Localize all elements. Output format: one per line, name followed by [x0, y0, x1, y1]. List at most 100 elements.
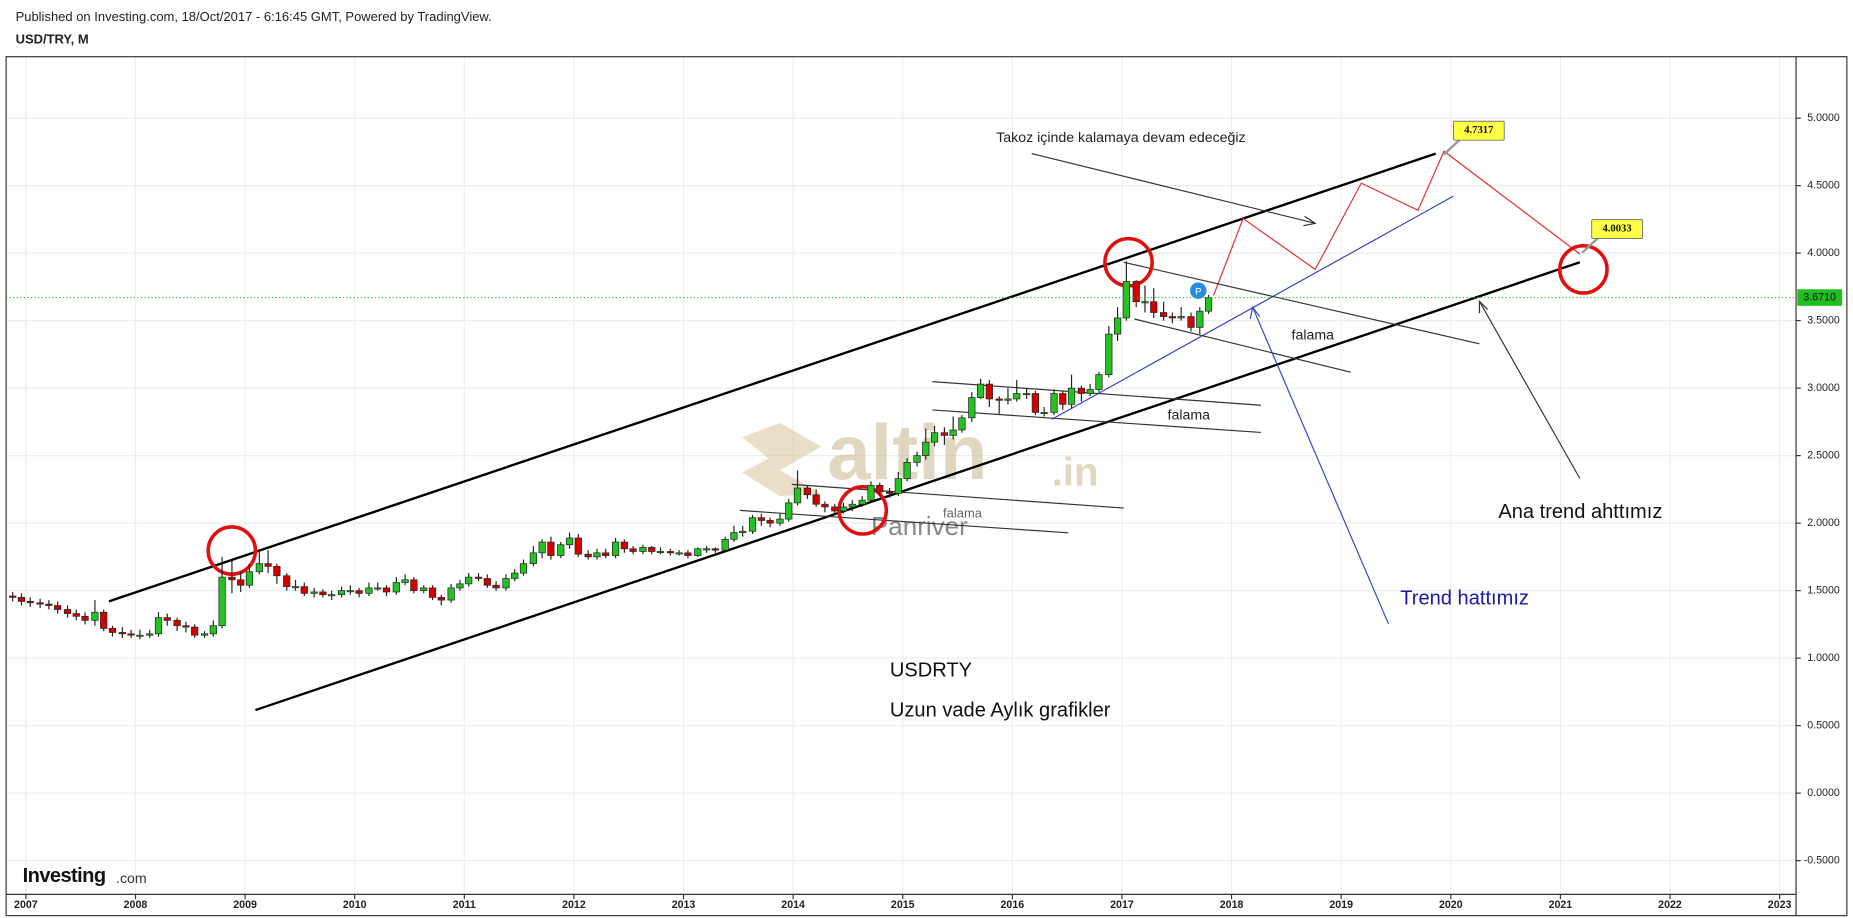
x-tick-label: 2023 — [1768, 899, 1792, 911]
candle-body — [72, 613, 80, 617]
x-tick-label: 2021 — [1549, 899, 1573, 911]
candle-body — [629, 548, 637, 552]
candle-body — [574, 537, 582, 555]
candle-body — [245, 571, 254, 586]
x-tick-label: 2020 — [1439, 899, 1463, 911]
candle-body — [365, 587, 373, 594]
candle-body — [45, 603, 53, 606]
candle-body — [1004, 398, 1012, 401]
candle-body — [1077, 387, 1086, 394]
annotation: falama — [943, 505, 983, 520]
candle-body — [1150, 301, 1158, 313]
candle-body — [100, 611, 108, 629]
published-note: Published on Investing.com, 18/Oct/2017 … — [16, 9, 492, 24]
candle-body — [410, 579, 418, 591]
candle-body — [976, 383, 985, 398]
highlight-circle — [837, 484, 889, 536]
candle-body — [1204, 297, 1213, 312]
lower-channel — [255, 261, 1581, 712]
candle-body — [63, 609, 72, 614]
price-callout-pointer — [1443, 138, 1462, 156]
candles — [9, 261, 1213, 640]
watermark: altin .in — [742, 408, 1099, 497]
wedge-line — [791, 483, 1124, 509]
candle-body — [218, 576, 226, 627]
candle-body — [547, 541, 555, 556]
candle-body — [401, 579, 409, 583]
wedge-line — [1123, 261, 1480, 345]
x-tick-label: 2019 — [1329, 899, 1353, 911]
price-callout-label: 4.7317 — [1464, 125, 1494, 136]
candle-body — [565, 537, 574, 546]
candle-body — [163, 617, 171, 621]
candle-body — [1040, 412, 1048, 414]
candle-body — [492, 584, 500, 589]
candle-body — [200, 633, 209, 636]
candle-body — [730, 532, 738, 540]
x-tick-label: 2008 — [124, 899, 148, 911]
candle-body — [812, 494, 820, 505]
candle-body — [127, 633, 135, 636]
y-tick-label: 0.0000 — [1807, 787, 1840, 799]
price-callout — [1591, 219, 1643, 239]
candle-body — [803, 487, 811, 496]
candle-body — [721, 538, 729, 551]
candle-body — [108, 628, 117, 633]
candle-body — [319, 591, 327, 596]
candle-body — [1113, 317, 1122, 335]
candle-body — [894, 478, 902, 494]
x-tick-label: 2013 — [672, 899, 696, 911]
candle-body — [639, 547, 647, 552]
candle-body — [255, 563, 263, 573]
candle-body — [1160, 312, 1168, 317]
candle-body — [447, 587, 455, 601]
x-tick-label: 2014 — [781, 899, 805, 911]
candle-body — [136, 634, 144, 637]
x-tick-label: 2016 — [1001, 899, 1025, 911]
marker-label: P — [1195, 286, 1201, 297]
candle-body — [776, 518, 784, 524]
candle-body — [118, 632, 126, 635]
candle-body — [17, 597, 26, 602]
x-tick-label: 2017 — [1110, 899, 1134, 911]
candle-body — [666, 551, 674, 554]
candle-body — [1031, 393, 1039, 413]
candle-body — [602, 552, 610, 556]
candle-body — [995, 398, 1003, 401]
candle-body — [237, 579, 245, 586]
candle-body — [711, 548, 719, 551]
arrow — [1252, 306, 1389, 625]
candle-body — [858, 499, 866, 505]
annotation: falama — [1292, 327, 1335, 343]
candle-body — [1122, 281, 1130, 319]
candle-body — [821, 503, 829, 508]
x-tick-label: 2018 — [1220, 899, 1244, 911]
candle-body — [474, 576, 483, 579]
candle-body — [9, 595, 17, 598]
candle-body — [949, 429, 957, 436]
candle-body — [876, 484, 884, 493]
price-callout — [1452, 120, 1505, 141]
watermark-suffix: .in — [1052, 450, 1099, 495]
candle-body — [346, 590, 354, 593]
candle-body — [1141, 301, 1149, 304]
candle-body — [684, 552, 692, 556]
y-tick-label: 2.5000 — [1807, 449, 1840, 461]
candle-body — [1177, 316, 1185, 319]
price-callout-pointer — [1581, 236, 1600, 254]
candle-body — [985, 383, 993, 400]
candle-body — [392, 582, 400, 593]
candle-body — [26, 601, 34, 604]
candle-body — [648, 547, 656, 552]
candle-body — [428, 587, 437, 598]
candle-body — [228, 576, 236, 581]
candle-body — [620, 541, 628, 550]
wedge-line — [739, 509, 1069, 534]
candle-body — [757, 517, 765, 521]
y-tick-label: 4.5000 — [1807, 179, 1840, 191]
candle-body — [511, 572, 519, 579]
last-price-label: 3.6710 — [1803, 291, 1836, 303]
last-price-box — [1797, 289, 1843, 306]
candle-body — [310, 591, 318, 594]
